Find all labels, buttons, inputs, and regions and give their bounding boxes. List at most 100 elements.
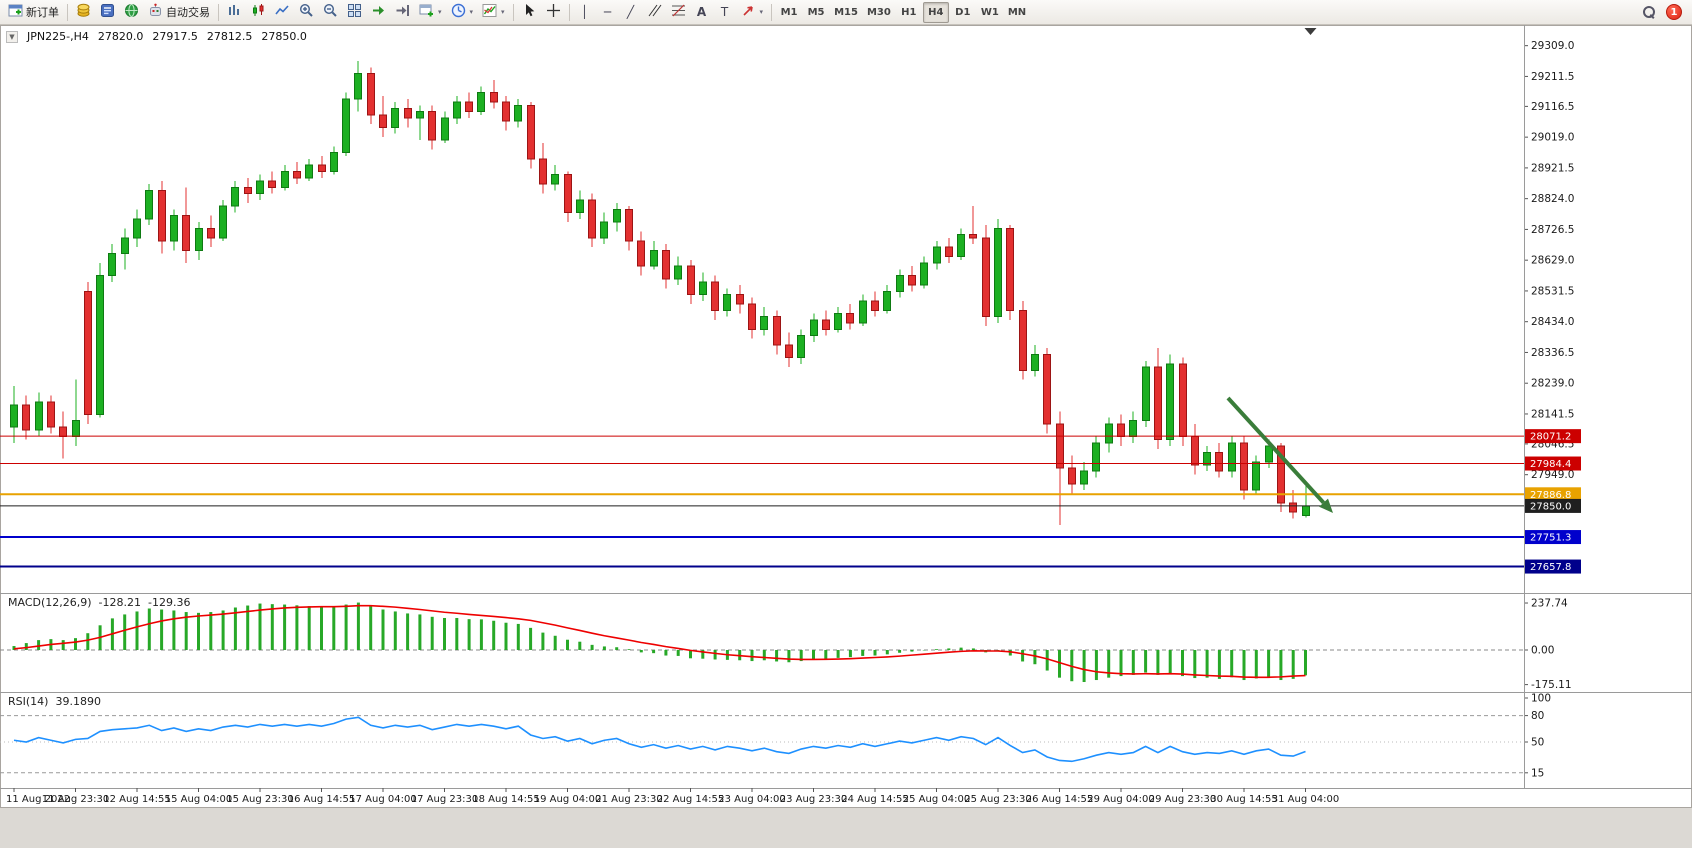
candle-body <box>699 281 707 296</box>
horizontal-line-button[interactable]: ─ <box>597 2 619 23</box>
toolbar-separator <box>568 3 570 21</box>
fibonacci-button[interactable] <box>667 2 690 23</box>
candle-body <box>354 73 362 100</box>
vertical-line-button[interactable]: │ <box>574 2 596 23</box>
time-axis-label: 15 Aug 23:30 <box>226 794 293 805</box>
metaeditor-button[interactable] <box>96 2 119 23</box>
timeframe-h1-button[interactable]: H1 <box>896 2 922 23</box>
chevron-down-icon: ▾ <box>759 8 764 16</box>
bar-chart-icon <box>227 3 242 21</box>
timeframe-m5-button[interactable]: M5 <box>803 2 829 23</box>
timeframe-mn-button[interactable]: MN <box>1004 2 1030 23</box>
candle-body <box>883 290 891 311</box>
market-button[interactable] <box>72 2 95 23</box>
line-chart-button[interactable] <box>271 2 294 23</box>
rsi-axis-label: 100 <box>1531 693 1551 705</box>
time-axis-label: 19 Aug 04:00 <box>534 794 601 805</box>
crosshair-button[interactable] <box>542 2 565 23</box>
vertical-line-icon: │ <box>580 5 589 19</box>
candle-body <box>379 114 387 128</box>
rsi-axis-label: 50 <box>1531 737 1544 749</box>
chart-canvas[interactable]: 29309.0 29211.5 29116.5 29019.0 28921.5 28824… <box>0 0 1692 810</box>
time-axis-label: 29 Aug 04:00 <box>1087 794 1154 805</box>
candle-body <box>502 101 510 122</box>
text-button[interactable]: A <box>691 2 713 23</box>
candle-body <box>219 205 227 239</box>
chart-shift-button[interactable] <box>391 2 414 23</box>
auto-trading-button[interactable]: 自动交易 <box>144 2 214 23</box>
zoom-in-button[interactable] <box>295 2 318 23</box>
open-value: 27820.0 <box>97 30 144 43</box>
web-community-button[interactable] <box>120 2 143 23</box>
new-chart-button[interactable]: ▾ <box>415 2 446 23</box>
candle-body <box>600 221 608 239</box>
macd-indicator-label[interactable]: MACD(12,26,9) -128.21 -129.36 <box>8 596 190 609</box>
candle-body <box>588 199 596 239</box>
label-button[interactable]: T <box>714 2 736 23</box>
new-order-label: 新订单 <box>26 6 59 19</box>
indicators-button[interactable]: ▾ <box>478 2 509 23</box>
candlestick-chart-button[interactable] <box>247 2 270 23</box>
timeframe-w1-button[interactable]: W1 <box>977 2 1003 23</box>
candle-body <box>1302 505 1310 516</box>
trend-arrow-annotation[interactable] <box>1226 396 1333 513</box>
candle-body <box>1289 502 1297 513</box>
candle-body <box>1228 442 1236 472</box>
timeframe-m30-button[interactable]: M30 <box>863 2 895 23</box>
price-axis-label: 27949.0 <box>1531 469 1574 481</box>
trendline-button[interactable]: ╱ <box>620 2 642 23</box>
search-button[interactable] <box>1638 2 1660 23</box>
candle-body <box>281 171 289 188</box>
auto-scroll-button[interactable] <box>367 2 390 23</box>
arrows-button[interactable]: ▾ <box>737 2 768 23</box>
clock-button[interactable]: ▾ <box>447 2 478 23</box>
candle-body <box>416 111 424 119</box>
one-click-collapse-button[interactable]: ▼ <box>6 30 18 43</box>
candle-body <box>736 294 744 305</box>
timeframe-h4-button[interactable]: H4 <box>922 1 949 23</box>
auto-trading-robot-icon <box>148 3 163 21</box>
channel-button[interactable] <box>643 2 666 23</box>
timeframe-m1-button[interactable]: M1 <box>776 2 802 23</box>
candle-body <box>920 262 928 286</box>
macd-signal-value: -129.36 <box>148 596 191 609</box>
bar-chart-button[interactable] <box>223 2 246 23</box>
candle-body <box>760 316 768 330</box>
candle-body <box>453 101 461 119</box>
macd-axis-label: 237.74 <box>1531 598 1568 610</box>
price-badge <box>1525 559 1581 574</box>
price-badge <box>1525 429 1581 444</box>
price-axis-label: 28629.0 <box>1531 255 1574 267</box>
time-axis-label: 21 Aug 23:30 <box>595 794 662 805</box>
chart-window-bg <box>0 25 1692 808</box>
candle-body <box>342 98 350 154</box>
time-axis-label: 29 Aug 23:30 <box>1149 794 1216 805</box>
clock-icon <box>451 3 466 21</box>
candle-body <box>477 92 485 113</box>
rsi-indicator-label[interactable]: RSI(14) 39.1890 <box>8 695 101 708</box>
fibonacci-icon <box>671 3 686 21</box>
candle-body <box>723 294 731 311</box>
time-axis-label: 17 Aug 23:30 <box>411 794 478 805</box>
candle-body <box>1080 470 1088 485</box>
tile-windows-button[interactable] <box>343 2 366 23</box>
shift-marker[interactable] <box>1304 28 1317 35</box>
price-badge <box>1525 530 1581 545</box>
cursor-button[interactable] <box>518 2 541 23</box>
zoom-out-button[interactable] <box>319 2 342 23</box>
timeframe-d1-button[interactable]: D1 <box>950 2 976 23</box>
timeframe-m15-button[interactable]: M15 <box>830 2 862 23</box>
notification-badge[interactable]: 1 <box>1666 4 1682 20</box>
candle-body <box>822 319 830 330</box>
candle-body <box>564 174 572 214</box>
new-order-button[interactable]: 新订单 <box>4 2 63 23</box>
price-badge-label: 27850.0 <box>1530 501 1571 512</box>
candle-body <box>108 253 116 277</box>
candle-body <box>1240 442 1248 491</box>
candle-body <box>318 164 326 173</box>
candle-body <box>945 246 953 258</box>
candle-body <box>1092 442 1100 472</box>
candle-body <box>293 171 301 179</box>
candle-body <box>748 303 756 330</box>
